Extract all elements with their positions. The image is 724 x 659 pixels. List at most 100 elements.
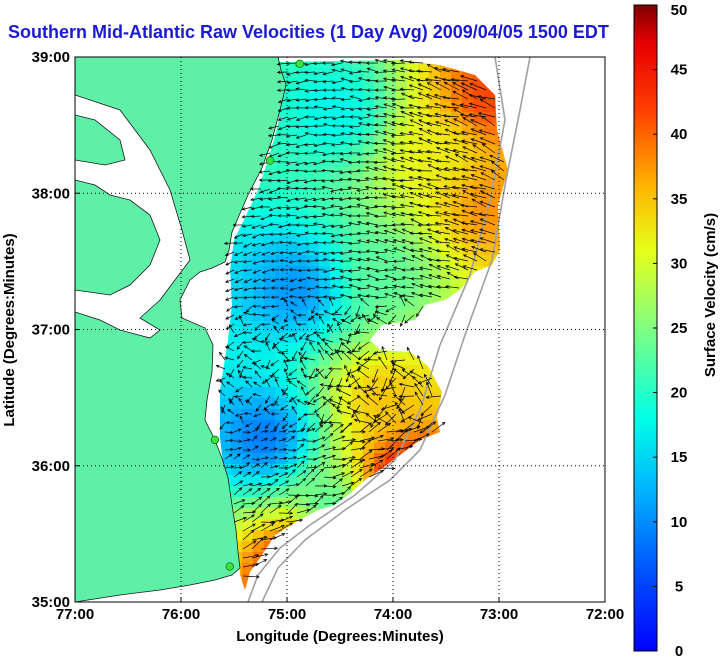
velocity-vector-head xyxy=(391,212,396,216)
velocity-vector-head xyxy=(399,106,404,110)
velocity-vector-head xyxy=(348,284,353,288)
velocity-vector-head xyxy=(313,105,318,109)
speed-cell xyxy=(418,123,430,135)
velocity-vector-head xyxy=(337,349,341,354)
velocity-vector-head xyxy=(286,88,290,92)
velocity-vector xyxy=(444,141,460,145)
speed-cell xyxy=(253,508,265,520)
velocity-vector-head xyxy=(258,153,263,157)
velocity-vector-head xyxy=(321,185,326,190)
velocity-vector-head xyxy=(237,453,241,457)
velocity-vector-head xyxy=(300,347,304,351)
velocity-vector-head xyxy=(412,375,416,380)
velocity-vector xyxy=(453,118,469,127)
velocity-vector xyxy=(322,338,334,343)
velocity-vector-head xyxy=(341,435,346,439)
speed-cell xyxy=(363,233,375,245)
speed-cell xyxy=(352,60,364,69)
velocity-vector-head xyxy=(390,437,395,441)
velocity-vector xyxy=(287,469,296,478)
velocity-vector-head xyxy=(357,346,362,350)
velocity-vector xyxy=(400,204,415,208)
speed-cell xyxy=(429,68,441,80)
speed-cell xyxy=(330,343,342,355)
velocity-vector-head xyxy=(373,204,378,209)
velocity-vector-head xyxy=(347,177,352,181)
x-tick-label: 76:00 xyxy=(162,606,200,623)
speed-cell xyxy=(374,354,386,366)
velocity-vector-head xyxy=(365,152,369,156)
velocity-vector-head xyxy=(390,167,395,172)
velocity-vector xyxy=(298,269,307,272)
speed-cell xyxy=(297,244,309,256)
velocity-vector xyxy=(296,380,307,388)
velocity-vector xyxy=(226,305,235,312)
velocity-vector xyxy=(313,179,325,181)
velocity-vector xyxy=(234,395,244,398)
velocity-vector xyxy=(233,428,242,433)
velocity-vector-head xyxy=(417,210,422,215)
colorbar-tick-label: 0 xyxy=(675,643,683,659)
radar-station-marker xyxy=(265,156,275,165)
speed-cell xyxy=(286,266,298,278)
velocity-vector-head xyxy=(417,231,422,235)
velocity-vector-head xyxy=(260,242,265,247)
velocity-vector xyxy=(470,128,487,136)
velocity-vector-head xyxy=(441,77,446,82)
velocity-vector xyxy=(242,540,257,550)
speed-cell xyxy=(407,277,419,289)
speed-cell xyxy=(242,541,254,553)
velocity-vector xyxy=(366,285,379,289)
velocity-vector xyxy=(435,202,451,208)
velocity-vector xyxy=(323,278,334,280)
speed-cell xyxy=(253,200,265,212)
velocity-vector xyxy=(274,395,280,404)
velocity-vector-head xyxy=(255,407,260,412)
velocity-vector xyxy=(394,402,406,415)
x-tick-label: 75:00 xyxy=(268,606,306,623)
velocity-vector xyxy=(435,160,451,163)
speed-cell xyxy=(275,288,287,300)
velocity-vector xyxy=(349,284,361,289)
velocity-vector xyxy=(426,395,442,398)
velocity-vector-head xyxy=(355,361,360,366)
velocity-vector-head xyxy=(242,233,247,238)
velocity-vector-head xyxy=(280,406,285,411)
velocity-vector xyxy=(409,213,424,217)
speed-cell xyxy=(264,464,276,476)
velocity-vector-head xyxy=(319,383,324,387)
speed-cell xyxy=(308,299,320,311)
speed-cell xyxy=(418,233,430,245)
velocity-vector xyxy=(455,153,469,163)
speed-cell xyxy=(308,277,320,289)
velocity-vector-head xyxy=(468,113,473,117)
velocity-vector xyxy=(332,458,346,460)
velocity-vector xyxy=(332,97,343,100)
velocity-vector xyxy=(425,78,442,82)
chesapeake-bay xyxy=(75,94,191,339)
velocity-vector-head xyxy=(331,267,336,271)
velocity-vector-head xyxy=(305,250,310,254)
speed-cell xyxy=(319,145,331,157)
velocity-vector xyxy=(340,422,352,433)
velocity-vector xyxy=(391,206,406,209)
velocity-vector-head xyxy=(288,398,293,403)
speed-cell xyxy=(231,244,243,256)
velocity-vector xyxy=(242,462,250,469)
velocity-vector xyxy=(404,314,415,324)
speed-cell xyxy=(462,266,474,278)
velocity-vector xyxy=(388,314,397,325)
velocity-vector-head xyxy=(436,274,441,279)
velocity-vector xyxy=(260,495,271,505)
velocity-vector-head xyxy=(246,462,251,466)
velocity-vector-head xyxy=(253,381,258,385)
velocity-vector-head xyxy=(256,575,260,579)
velocity-vector-head xyxy=(401,268,406,272)
velocity-vector-head xyxy=(434,102,439,107)
velocity-vector xyxy=(261,323,271,325)
velocity-vector xyxy=(307,287,316,290)
velocity-vector xyxy=(313,161,325,165)
speed-cell xyxy=(308,90,320,102)
speed-cell xyxy=(242,464,254,476)
speed-cell xyxy=(319,277,331,289)
